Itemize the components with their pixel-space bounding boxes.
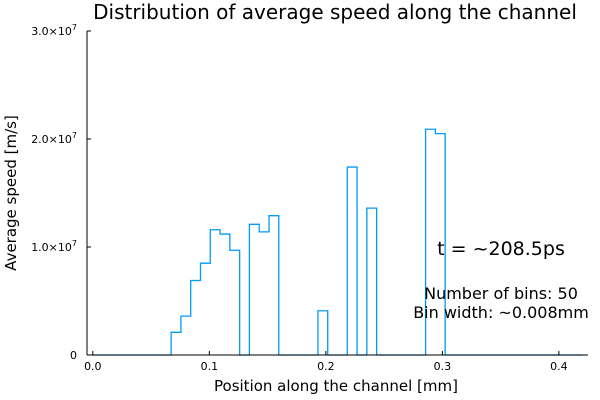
y-tick-label: 3.0×107 (31, 23, 77, 38)
x-tick-label: 0.4 (550, 360, 568, 373)
histogram-bin (367, 208, 377, 355)
histogram-bin (347, 167, 357, 355)
annotation-time: t = ~208.5ps (437, 238, 565, 260)
histogram-bin (230, 250, 240, 355)
y-ticks: 0 1.0×107 2.0×107 3.0×107 (31, 23, 91, 362)
x-tick-label: 0.1 (201, 360, 219, 373)
histogram-bin (259, 232, 269, 355)
chart-title: Distribution of average speed along the … (93, 0, 577, 24)
y-tick-label: 1.0×107 (31, 239, 77, 254)
histogram-bin (191, 280, 201, 355)
histogram-bin (318, 311, 328, 355)
y-tick-label: 2.0×107 (31, 131, 77, 146)
histogram-bin (269, 216, 279, 355)
x-tick-label: 0.2 (317, 360, 335, 373)
annotation-bin-width: Bin width: ~0.008mm (413, 303, 589, 322)
histogram-bin (181, 316, 191, 355)
histogram-bin (210, 230, 220, 355)
histogram-bin (200, 263, 210, 355)
x-ticks: 0.0 0.1 0.2 0.3 0.4 (84, 351, 568, 373)
histogram-bin (249, 224, 259, 355)
x-axis-label: Position along the channel [mm] (214, 377, 458, 395)
x-tick-label: 0.0 (84, 360, 102, 373)
y-tick-label: 0 (70, 349, 77, 362)
x-tick-label: 0.3 (434, 360, 452, 373)
histogram-bin (171, 332, 181, 355)
annotation-bins: Number of bins: 50 (424, 284, 578, 303)
y-axis-label: Average speed [m/s] (2, 115, 20, 271)
histogram-bin (220, 234, 230, 355)
